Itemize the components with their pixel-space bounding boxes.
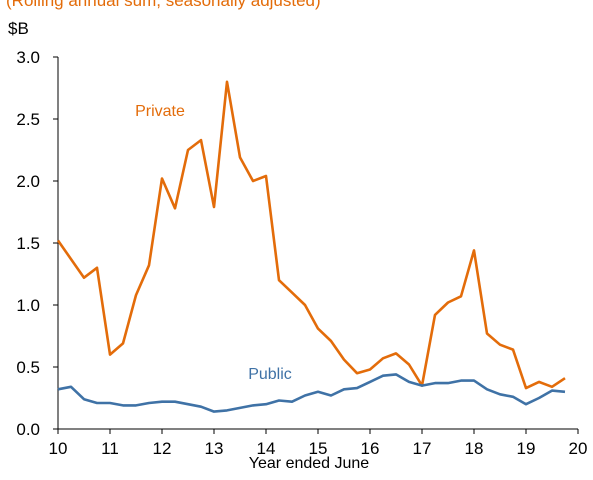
x-tick-label: 13: [205, 439, 224, 458]
y-tick-label: 3.0: [16, 48, 40, 67]
y-tick-label: 1.0: [16, 296, 40, 315]
x-tick-label: 15: [309, 439, 328, 458]
x-tick-label: 14: [257, 439, 276, 458]
x-axis: 10 11 12 13 14 15 16 17 18 19 20: [49, 428, 588, 458]
x-tick-label: 17: [413, 439, 432, 458]
x-tick-label: 16: [361, 439, 380, 458]
series-label-private: Private: [135, 103, 185, 120]
x-tick-label: 19: [517, 439, 536, 458]
y-axis: 0.0 0.5 1.0 1.5 2.0 2.5 3.0: [16, 48, 59, 439]
x-tick-label: 11: [101, 439, 119, 458]
x-tick-label: 12: [153, 439, 172, 458]
y-tick-label: 2.0: [16, 172, 40, 191]
y-tick-label: 0.5: [16, 358, 40, 377]
series-label-public: Public: [248, 366, 292, 383]
chart-subtitle: (Rolling annual sum, seasonally adjusted…: [6, 0, 321, 10]
series-line-private: [56, 80, 566, 390]
y-tick-label: 0.0: [16, 420, 40, 439]
y-axis-unit: $B: [8, 19, 29, 38]
x-tick-label: 10: [49, 439, 68, 458]
x-axis-label: Year ended June: [248, 455, 370, 472]
y-tick-label: 2.5: [16, 110, 40, 129]
x-tick-label: 18: [465, 439, 484, 458]
series-line-public: [57, 373, 566, 413]
x-tick-label: 20: [569, 439, 588, 458]
y-tick-label: 1.5: [16, 234, 40, 253]
series-lines: [56, 80, 566, 413]
series-labels: Private Public: [135, 103, 292, 383]
